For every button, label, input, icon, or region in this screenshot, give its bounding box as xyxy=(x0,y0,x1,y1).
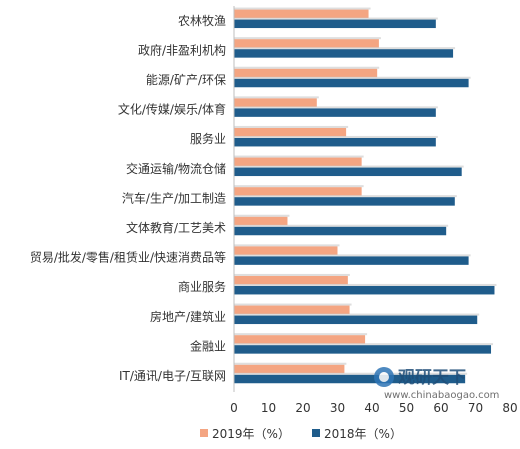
legend-label-2018: 2018年（%） xyxy=(324,427,402,441)
bar-2018-shade xyxy=(234,313,480,316)
bar-2019 xyxy=(234,39,379,48)
bar-2018-shade xyxy=(234,47,456,50)
category-labels: 农林牧渔政府/非盈利机构能源/矿产/环保文化/传媒/娱乐/体育服务业交通运输/物… xyxy=(30,14,226,383)
category-label: 能源/矿产/环保 xyxy=(146,73,226,87)
watermark: 观研天下 www.chinabaogao.com xyxy=(374,367,499,401)
category-label: 贸易/批发/零售/租赁业/快速消费品等 xyxy=(30,250,226,265)
legend: 2019年（%） 2018年（%） xyxy=(200,427,402,441)
bar-2018-shade xyxy=(234,76,471,79)
x-tick-label: 20 xyxy=(295,401,310,415)
x-tick-label: 0 xyxy=(230,401,238,415)
bar-2019-shade xyxy=(234,37,381,40)
bar-2018-shade xyxy=(234,195,457,198)
x-tick-label: 70 xyxy=(468,401,483,415)
bar-2018 xyxy=(234,137,436,147)
category-label: 农林牧渔 xyxy=(178,14,226,28)
bar-2019-shade xyxy=(234,155,364,158)
category-label: 商业服务 xyxy=(178,279,226,294)
category-label: 交通运输/物流仓储 xyxy=(126,161,226,176)
bar-2019-shade xyxy=(234,303,352,306)
x-tick-label: 40 xyxy=(364,401,379,415)
bar-2018 xyxy=(234,49,454,58)
watermark-logo-inner xyxy=(379,372,389,382)
category-label: 政府/非盈利机构 xyxy=(138,42,226,57)
bar-2018 xyxy=(234,256,469,265)
bar-2018 xyxy=(234,78,469,88)
bar-2018-shade xyxy=(234,372,468,375)
watermark-url: www.chinabaogao.com xyxy=(384,390,499,401)
bar-2018 xyxy=(234,108,436,117)
bar-2019 xyxy=(234,216,288,226)
bar-2018-shade xyxy=(234,17,438,20)
bar-2019 xyxy=(234,127,347,137)
category-label: 房地产/建筑业 xyxy=(150,309,226,324)
category-label: 文体教育/工艺美术 xyxy=(126,220,226,235)
bar-2018-shade xyxy=(234,165,464,168)
bar-2018 xyxy=(234,167,462,177)
bar-2018-shade xyxy=(234,254,471,257)
bar-2018-shade xyxy=(234,343,494,346)
bar-2018 xyxy=(234,345,492,354)
bar-2018-shade xyxy=(234,283,497,286)
x-axis-ticks: 0 10 20 30 40 50 60 70 80 xyxy=(230,401,517,415)
legend-label-2019: 2019年（%） xyxy=(212,427,290,441)
category-label: IT/通讯/电子/互联网 xyxy=(119,369,226,383)
category-label: 金融业 xyxy=(190,338,226,353)
bar-2019-shade xyxy=(234,125,349,128)
bar-2019-shade xyxy=(234,7,371,10)
bar-2019-shade xyxy=(234,244,340,247)
bar-2019 xyxy=(234,187,362,196)
x-tick-label: 10 xyxy=(261,401,276,415)
x-tick-label: 50 xyxy=(399,401,414,415)
bar-2019-shade xyxy=(234,66,380,69)
bar-2019 xyxy=(234,364,345,374)
bar-2018 xyxy=(234,226,447,236)
bar-2018-shade xyxy=(234,135,438,138)
category-label: 服务业 xyxy=(190,131,226,146)
bar-2019 xyxy=(234,9,369,19)
bar-2019-shade xyxy=(234,273,350,276)
bar-2019 xyxy=(234,68,378,78)
watermark-brand: 观研天下 xyxy=(397,368,466,388)
x-tick-label: 80 xyxy=(502,401,517,415)
bar-2019-shade xyxy=(234,333,368,336)
bars-layer xyxy=(234,7,497,384)
bar-2018 xyxy=(234,285,495,295)
x-tick-label: 60 xyxy=(433,401,448,415)
category-label: 汽车/生产/加工制造 xyxy=(122,190,226,205)
bar-2019 xyxy=(234,157,362,167)
legend-swatch-2018 xyxy=(312,429,320,437)
bar-2018-shade xyxy=(234,224,449,227)
bar-2018 xyxy=(234,374,466,384)
bar-2019-shade xyxy=(234,185,364,188)
bar-2018 xyxy=(234,315,478,325)
x-tick-label: 30 xyxy=(330,401,345,415)
bar-2019 xyxy=(234,98,317,107)
bar-2019 xyxy=(234,305,350,315)
bar-2019 xyxy=(234,275,348,285)
legend-swatch-2019 xyxy=(200,429,208,437)
bar-2019 xyxy=(234,246,338,255)
bar-2019-shade xyxy=(234,214,290,217)
bar-2019-shade xyxy=(234,96,319,99)
bar-2018-shade xyxy=(234,106,438,109)
bar-2018 xyxy=(234,197,455,206)
bar-2019 xyxy=(234,335,366,344)
bar-2019-shade xyxy=(234,362,347,365)
bar-2018 xyxy=(234,19,436,29)
category-label: 文化/传媒/娱乐/体育 xyxy=(118,102,226,117)
